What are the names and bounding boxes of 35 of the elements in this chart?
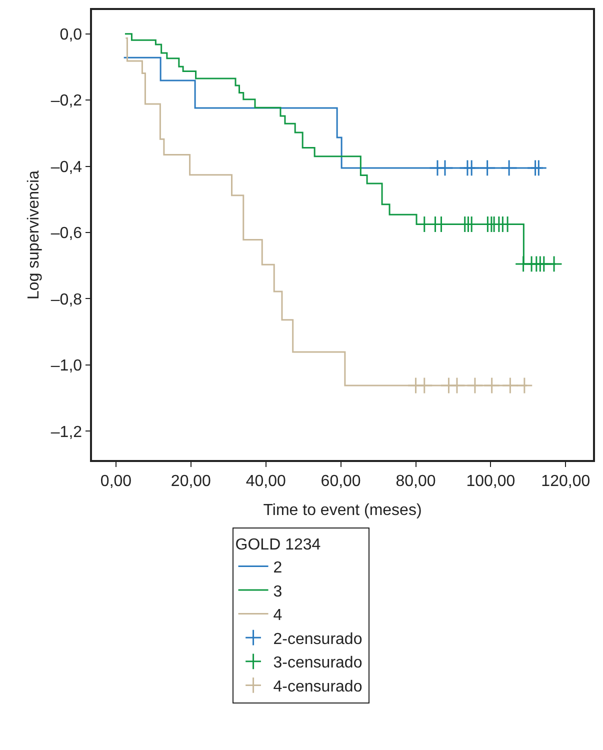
point (448, 377, 466, 394)
legend-title: GOLD 1234 (235, 536, 321, 554)
y-tick-label: –1,0 (50, 358, 82, 375)
x-axis-title: Time to event (meses) (263, 502, 422, 520)
point (500, 160, 518, 176)
legend-label: 3-censurado (273, 654, 362, 672)
legend-label: 4 (273, 607, 282, 624)
legend-label: 2-censurado (273, 630, 362, 648)
x-tick-label: 120,00 (541, 472, 590, 490)
point (436, 160, 454, 176)
x-tick-label: 40,00 (246, 472, 286, 490)
point (463, 160, 480, 176)
point (478, 160, 496, 176)
legend-label: 3 (273, 583, 282, 600)
point (466, 377, 484, 394)
y-tick-label: –0,8 (50, 291, 82, 308)
x-tick-label: 80,00 (396, 472, 436, 490)
x-tick-label: 60,00 (320, 472, 361, 490)
legend-label: 2 (273, 559, 282, 576)
x-tick-label: 20,00 (170, 472, 212, 490)
y-tick-label: –0,6 (50, 225, 82, 242)
point (530, 160, 548, 176)
y-axis-title: Log supervivencia (25, 170, 42, 300)
point (546, 256, 562, 272)
point (483, 377, 500, 394)
legend-label: 4-censurado (273, 678, 362, 696)
x-tick-label: 100,00 (466, 472, 516, 490)
point (502, 377, 519, 394)
point (416, 377, 433, 394)
y-tick-label: –0,2 (50, 92, 82, 110)
point (516, 377, 533, 394)
x-tick-label: 0,00 (100, 472, 132, 490)
y-tick-label: –0,4 (50, 158, 82, 176)
y-tick-label: –1,2 (50, 424, 82, 441)
y-tick-label: 0,0 (60, 26, 82, 44)
